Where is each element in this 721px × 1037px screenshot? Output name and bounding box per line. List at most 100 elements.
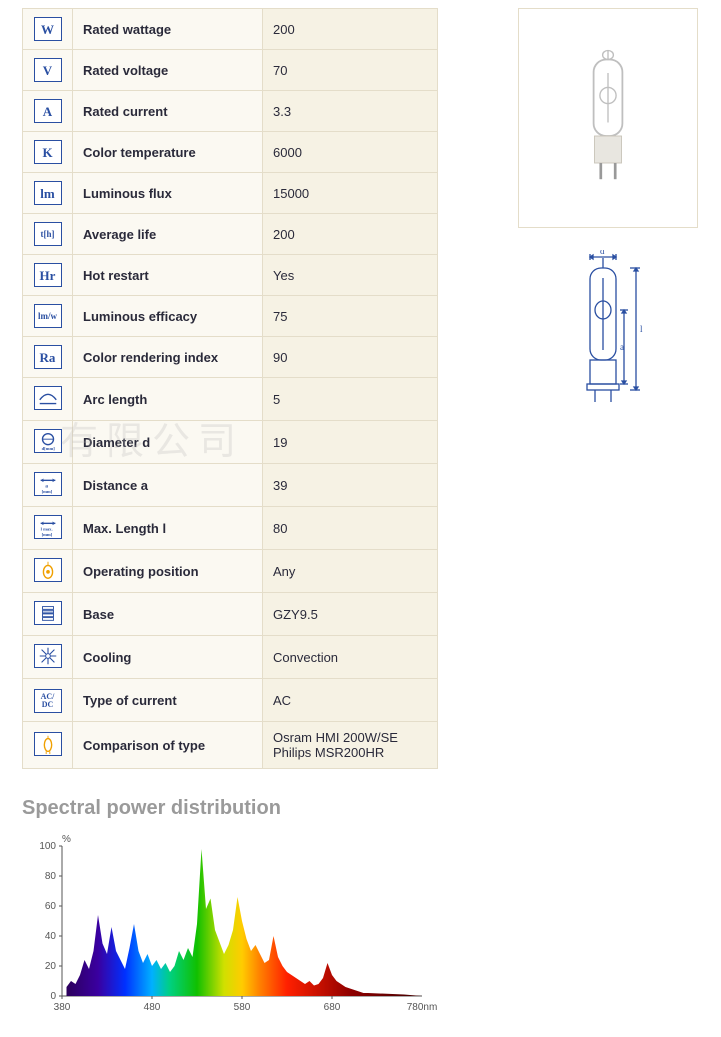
spec-value: 3.3 <box>263 91 438 132</box>
table-row: A Rated current3.3 <box>23 91 438 132</box>
table-row: Comparison of typeOsram HMI 200W/SEPhili… <box>23 722 438 769</box>
table-row: Hr Hot restartYes <box>23 255 438 296</box>
spec-table: WRated wattage200VRated voltage70ARated … <box>22 8 438 769</box>
table-row: K Color temperature6000 <box>23 132 438 173</box>
spec-icon: Hr <box>23 255 73 296</box>
spec-label: Distance a <box>73 464 263 507</box>
unit-icon: lm/w <box>34 304 62 328</box>
table-row: t[h]Average life200 <box>23 214 438 255</box>
svg-text:680: 680 <box>324 1002 341 1013</box>
svg-text:380: 380 <box>54 1002 71 1013</box>
spec-icon: V <box>23 50 73 91</box>
spectral-chart: % 0 20 40 60 80 100 380 480 580 680780nm <box>22 830 699 1029</box>
unit-icon: Ra <box>34 345 62 369</box>
spec-value: 75 <box>263 296 438 337</box>
spec-icon: AC/DC <box>23 679 73 722</box>
table-row: l max.[mm]Max. Length l80 <box>23 507 438 550</box>
spec-value: 6000 <box>263 132 438 173</box>
spec-icon: K <box>23 132 73 173</box>
spec-label: Rated wattage <box>73 9 263 50</box>
unit-icon: Hr <box>34 263 62 287</box>
spec-value: Yes <box>263 255 438 296</box>
unit-icon: K <box>34 140 62 164</box>
table-row: Arc length5 <box>23 378 438 421</box>
unit-icon: A <box>34 99 62 123</box>
spec-value: 90 <box>263 337 438 378</box>
svg-text:60: 60 <box>45 901 57 912</box>
svg-text:d: d <box>600 250 605 256</box>
spec-value: 80 <box>263 507 438 550</box>
svg-text:480: 480 <box>144 1002 161 1013</box>
spec-label: Luminous flux <box>73 173 263 214</box>
spec-icon: A <box>23 91 73 132</box>
spec-icon <box>23 550 73 593</box>
spec-label: Arc length <box>73 378 263 421</box>
spec-value: 39 <box>263 464 438 507</box>
spec-value: AC <box>263 679 438 722</box>
spec-icon: lm <box>23 173 73 214</box>
spec-value: Convection <box>263 636 438 679</box>
spec-icon <box>23 636 73 679</box>
spec-label: Base <box>73 593 263 636</box>
unit-icon: lm <box>34 181 62 205</box>
svg-text:780nm: 780nm <box>407 1002 438 1013</box>
svg-text:a: a <box>620 342 624 352</box>
spec-icon <box>23 593 73 636</box>
spec-value: Osram HMI 200W/SEPhilips MSR200HR <box>263 722 438 769</box>
spec-label: Rated voltage <box>73 50 263 91</box>
spec-value: 200 <box>263 214 438 255</box>
spec-icon: Ra <box>23 337 73 378</box>
spec-icon: a[mm] <box>23 464 73 507</box>
svg-text:l: l <box>640 324 643 334</box>
spec-label: Operating position <box>73 550 263 593</box>
svg-text:[mm]: [mm] <box>41 532 52 537</box>
svg-text:[mm]: [mm] <box>41 489 52 494</box>
table-row: lm Luminous flux15000 <box>23 173 438 214</box>
spec-icon: lm/w <box>23 296 73 337</box>
chart-title: Spectral power distribution <box>22 797 699 820</box>
spec-icon: l max.[mm] <box>23 507 73 550</box>
spec-label: Luminous efficacy <box>73 296 263 337</box>
svg-text:20: 20 <box>45 961 57 972</box>
svg-text:0: 0 <box>50 991 56 1002</box>
svg-text:%: % <box>62 834 71 845</box>
unit-icon: W <box>34 17 62 41</box>
spec-value: GZY9.5 <box>263 593 438 636</box>
spec-value: 70 <box>263 50 438 91</box>
table-row: AC/DCType of currentAC <box>23 679 438 722</box>
table-row: d[mm] Diameter d19 <box>23 421 438 464</box>
table-row: V Rated voltage70 <box>23 50 438 91</box>
spec-label: Max. Length l <box>73 507 263 550</box>
unit-icon: t[h] <box>34 222 62 246</box>
svg-text:100: 100 <box>39 841 56 852</box>
svg-text:d[mm]: d[mm] <box>41 446 55 451</box>
spec-value: 200 <box>263 9 438 50</box>
spec-label: Diameter d <box>73 421 263 464</box>
spec-value: Any <box>263 550 438 593</box>
spec-label: Hot restart <box>73 255 263 296</box>
spec-icon: d[mm] <box>23 421 73 464</box>
spec-label: Rated current <box>73 91 263 132</box>
spec-value: 19 <box>263 421 438 464</box>
spec-icon: W <box>23 9 73 50</box>
spec-label: Cooling <box>73 636 263 679</box>
spec-value: 15000 <box>263 173 438 214</box>
spec-value: 5 <box>263 378 438 421</box>
table-row: BaseGZY9.5 <box>23 593 438 636</box>
table-row: W Rated wattage200 <box>23 9 438 50</box>
table-row: CoolingConvection <box>23 636 438 679</box>
table-row: Operating positionAny <box>23 550 438 593</box>
spec-icon <box>23 378 73 421</box>
spec-label: Color temperature <box>73 132 263 173</box>
unit-icon: V <box>34 58 62 82</box>
table-row: a[mm]Distance a39 <box>23 464 438 507</box>
spec-icon: t[h] <box>23 214 73 255</box>
spec-icon <box>23 722 73 769</box>
spec-label: Color rendering index <box>73 337 263 378</box>
product-photo <box>518 8 698 228</box>
svg-text:40: 40 <box>45 931 57 942</box>
svg-text:l max.: l max. <box>40 527 52 532</box>
spec-label: Comparison of type <box>73 722 263 769</box>
table-row: Ra Color rendering index90 <box>23 337 438 378</box>
svg-text:80: 80 <box>45 871 57 882</box>
